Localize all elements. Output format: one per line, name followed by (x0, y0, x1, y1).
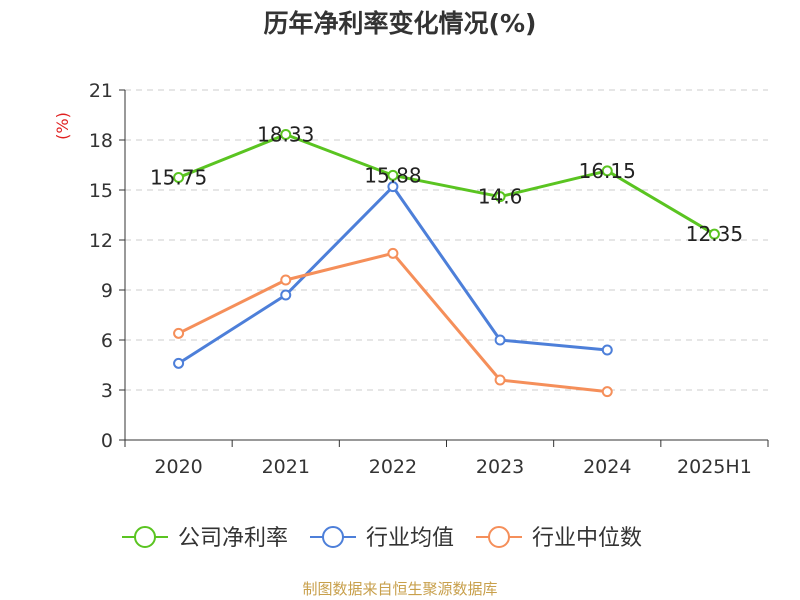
data-point (387, 247, 399, 259)
y-tick-label: 21 (89, 80, 113, 102)
data-point (280, 129, 292, 140)
y-tick-label: 9 (101, 280, 113, 302)
data-label: 18.33 (257, 123, 314, 147)
legend-label: 公司净利率 (178, 526, 288, 551)
series-line (178, 133, 716, 236)
data-point (280, 289, 292, 301)
legend-label: 行业中位数 (532, 526, 642, 551)
x-tick-label: 2023 (476, 456, 524, 478)
data-label: 15.75 (150, 166, 207, 190)
x-tick-label: 2020 (154, 456, 202, 478)
legend-marker (322, 526, 344, 548)
data-point (708, 228, 720, 240)
data-label: 14.6 (478, 185, 523, 209)
x-tick-label: 2025H1 (677, 456, 752, 478)
data-label: 15.88 (364, 163, 421, 187)
x-tick-label: 2024 (583, 456, 631, 478)
y-tick-label: 12 (89, 230, 113, 252)
source-note: 制图数据来自恒生聚源数据库 (302, 580, 498, 598)
x-tick-label: 2022 (369, 456, 417, 478)
data-point (601, 344, 613, 356)
y-tick-label: 3 (101, 380, 113, 402)
y-axis-label: (%) (53, 112, 72, 140)
data-point (494, 374, 506, 386)
y-tick-label: 15 (89, 180, 113, 202)
data-point (173, 357, 185, 369)
legend-marker (488, 526, 510, 548)
data-label: 12.35 (686, 222, 743, 246)
y-tick-label: 6 (101, 330, 113, 352)
x-tick-label: 2021 (262, 456, 310, 478)
data-point (494, 191, 506, 203)
data-point (494, 334, 506, 346)
legend-label: 行业均值 (366, 526, 454, 551)
chart-title: 历年净利率变化情况(%) (263, 9, 537, 38)
series-line (177, 185, 608, 365)
legend-marker (134, 526, 156, 548)
y-tick-label: 0 (101, 430, 113, 452)
data-point (601, 165, 613, 177)
data-point (387, 169, 399, 181)
data-point (173, 327, 185, 339)
data-point (280, 274, 292, 286)
data-label: 16.15 (579, 159, 636, 183)
data-point (601, 386, 613, 398)
data-point (387, 181, 399, 193)
data-point (173, 172, 185, 183)
y-tick-label: 18 (89, 130, 113, 152)
